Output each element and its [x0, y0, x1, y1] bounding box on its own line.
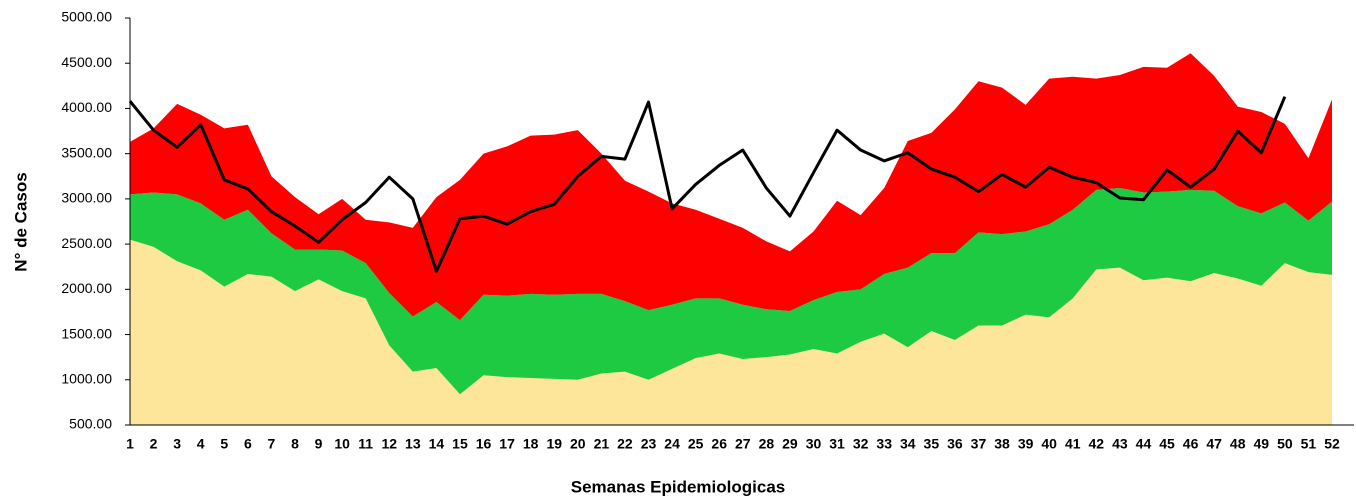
x-tick-label: 2 [150, 436, 158, 452]
x-tick-label: 7 [268, 436, 276, 452]
x-tick-label: 19 [546, 436, 562, 452]
x-tick-label: 35 [924, 436, 940, 452]
y-tick-label: 3500.00 [61, 144, 112, 160]
x-tick-label: 3 [173, 436, 181, 452]
x-tick-label: 39 [1018, 436, 1034, 452]
x-tick-label: 24 [664, 436, 680, 452]
x-tick-label: 27 [735, 436, 751, 452]
x-tick-label: 48 [1230, 436, 1246, 452]
x-tick-label: 28 [759, 436, 775, 452]
x-axis-title: Semanas Epidemiologicas [571, 477, 785, 496]
y-tick-label: 1500.00 [61, 325, 112, 341]
y-tick-label: 4500.00 [61, 54, 112, 70]
x-tick-label: 20 [570, 436, 586, 452]
x-tick-label: 1 [126, 436, 134, 452]
x-tick-label: 26 [711, 436, 727, 452]
x-tick-label: 13 [405, 436, 421, 452]
x-tick-label: 30 [806, 436, 822, 452]
line [128, 96, 1287, 273]
x-tick-label: 8 [291, 436, 299, 452]
x-tick-label: 12 [381, 436, 397, 452]
x-tick-label: 17 [499, 436, 515, 452]
x-tick-label: 52 [1324, 436, 1340, 452]
x-tick-label: 45 [1159, 436, 1175, 452]
x-tick-label: 41 [1065, 436, 1081, 452]
x-tick-label: 51 [1301, 436, 1317, 452]
x-tick-label: 11 [358, 436, 373, 452]
x-tick-label: 42 [1089, 436, 1105, 452]
x-tick-label: 23 [641, 436, 657, 452]
x-tick-label: 44 [1136, 436, 1152, 452]
area [130, 188, 1332, 395]
y-tick-label: 5000.00 [61, 9, 112, 25]
x-tick-label: 40 [1041, 436, 1057, 452]
x-tick-label: 50 [1277, 436, 1293, 452]
x-tick-label: 9 [315, 436, 323, 452]
y-tick-label: 500.00 [69, 416, 112, 432]
x-tick-label: 31 [829, 436, 845, 452]
x-tick-label: 25 [688, 436, 704, 452]
x-tick-label: 4 [197, 436, 205, 452]
x-tick-label: 46 [1183, 436, 1199, 452]
x-tick-label: 14 [429, 436, 445, 452]
x-tick-label: 18 [523, 436, 539, 452]
x-tick-label: 33 [876, 436, 892, 452]
x-tick-label: 10 [334, 436, 350, 452]
x-tick-label: 16 [476, 436, 492, 452]
y-tick-label: 1000.00 [61, 370, 112, 386]
x-tick-label: 6 [244, 436, 252, 452]
y-tick-label: 3000.00 [61, 190, 112, 206]
y-axis-title: N° de Casos [11, 172, 30, 271]
x-tick-label: 15 [452, 436, 468, 452]
y-tick-label: 2000.00 [61, 280, 112, 296]
area [130, 239, 1332, 425]
x-tick-label: 22 [617, 436, 633, 452]
x-tick-label: 5 [220, 436, 228, 452]
x-tick-label: 47 [1206, 436, 1222, 452]
y-tick-label: 2500.00 [61, 235, 112, 251]
x-tick-label: 29 [782, 436, 798, 452]
x-tick-label: 34 [900, 436, 916, 452]
x-tick-label: 32 [853, 436, 869, 452]
x-tick-label: 38 [994, 436, 1010, 452]
x-tick-label: 49 [1254, 436, 1270, 452]
x-tick-label: 43 [1112, 436, 1128, 452]
x-tick-label: 21 [594, 436, 610, 452]
x-tick-label: 36 [947, 436, 963, 452]
y-tick-label: 4000.00 [61, 99, 112, 115]
x-tick-label: 37 [971, 436, 987, 452]
